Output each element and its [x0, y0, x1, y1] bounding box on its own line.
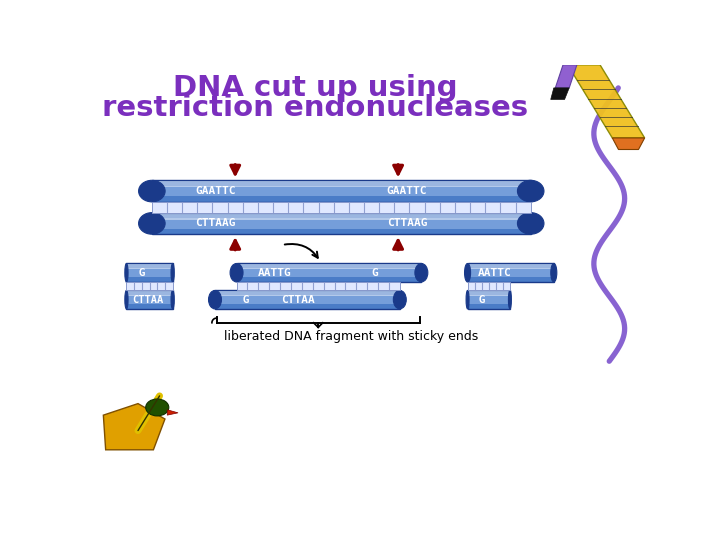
- Bar: [127, 291, 173, 309]
- Bar: [237, 268, 421, 278]
- Bar: [467, 268, 554, 278]
- Ellipse shape: [230, 264, 243, 282]
- Bar: [467, 265, 554, 269]
- Ellipse shape: [464, 264, 471, 282]
- Ellipse shape: [139, 180, 165, 202]
- Bar: [127, 292, 173, 296]
- Polygon shape: [104, 403, 165, 450]
- Ellipse shape: [171, 264, 174, 282]
- Bar: [215, 291, 400, 309]
- Bar: [127, 268, 173, 278]
- Text: CTTAA: CTTAA: [282, 295, 315, 305]
- Text: G: G: [372, 268, 378, 278]
- Ellipse shape: [518, 180, 544, 202]
- Bar: [237, 282, 400, 291]
- Text: GAATTC: GAATTC: [195, 186, 236, 196]
- Text: G: G: [472, 295, 486, 305]
- Bar: [127, 295, 173, 304]
- Bar: [152, 186, 531, 197]
- Ellipse shape: [125, 264, 128, 282]
- Ellipse shape: [393, 291, 406, 309]
- Text: AATTG: AATTG: [258, 268, 292, 278]
- Bar: [127, 264, 173, 282]
- Ellipse shape: [139, 213, 165, 234]
- Text: DNA cut up using: DNA cut up using: [173, 74, 457, 102]
- Bar: [127, 282, 173, 291]
- Bar: [152, 218, 531, 229]
- Bar: [215, 295, 400, 304]
- Bar: [467, 264, 554, 282]
- Text: GAATTC: GAATTC: [387, 186, 427, 196]
- Bar: [237, 265, 421, 269]
- Bar: [152, 202, 531, 213]
- Text: CTTAAG: CTTAAG: [195, 218, 236, 228]
- Ellipse shape: [415, 264, 428, 282]
- Text: restriction endonucleases: restriction endonucleases: [102, 94, 528, 122]
- Text: G: G: [236, 295, 250, 305]
- Ellipse shape: [145, 399, 168, 416]
- Bar: [467, 292, 510, 296]
- Ellipse shape: [508, 291, 511, 309]
- Polygon shape: [167, 410, 178, 415]
- Ellipse shape: [518, 213, 544, 234]
- Polygon shape: [555, 65, 577, 88]
- Text: CTTAAG: CTTAAG: [387, 218, 427, 228]
- Bar: [127, 265, 173, 269]
- Bar: [215, 292, 400, 296]
- Ellipse shape: [466, 291, 469, 309]
- Text: AATTC: AATTC: [477, 268, 511, 278]
- Bar: [467, 291, 510, 309]
- Ellipse shape: [209, 291, 222, 309]
- Bar: [152, 214, 531, 220]
- Bar: [467, 295, 510, 304]
- Text: G: G: [132, 268, 145, 278]
- Polygon shape: [612, 138, 644, 150]
- Text: liberated DNA fragment with sticky ends: liberated DNA fragment with sticky ends: [224, 330, 479, 343]
- Bar: [467, 282, 510, 291]
- Ellipse shape: [171, 291, 174, 309]
- Bar: [152, 213, 531, 234]
- Text: CTTAA: CTTAA: [132, 295, 163, 305]
- Bar: [237, 264, 421, 282]
- Bar: [152, 180, 531, 202]
- Bar: [152, 181, 531, 187]
- Polygon shape: [551, 88, 570, 99]
- Polygon shape: [567, 65, 644, 138]
- Ellipse shape: [551, 264, 557, 282]
- Ellipse shape: [125, 291, 128, 309]
